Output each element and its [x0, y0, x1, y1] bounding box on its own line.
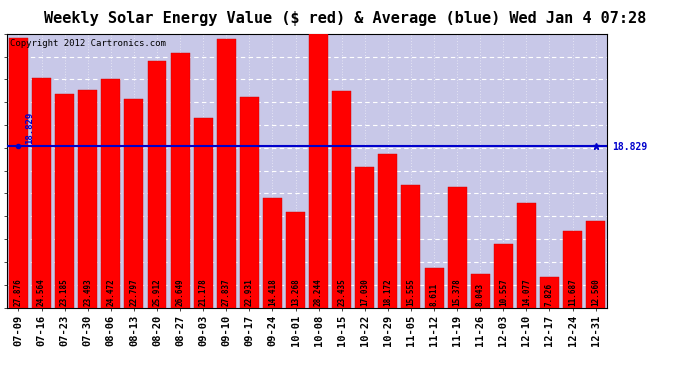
Text: 23.493: 23.493 [83, 278, 92, 306]
Text: 15.378: 15.378 [453, 278, 462, 306]
Text: 27.837: 27.837 [221, 278, 230, 306]
Bar [494, 244, 513, 308]
Text: 21.178: 21.178 [199, 278, 208, 306]
Text: 22.931: 22.931 [245, 278, 254, 306]
Bar [78, 90, 97, 308]
Bar [9, 38, 28, 308]
Text: Copyright 2012 Cartronics.com: Copyright 2012 Cartronics.com [10, 39, 166, 48]
Text: 26.649: 26.649 [175, 278, 184, 306]
Bar [124, 99, 144, 308]
Text: 10.557: 10.557 [499, 278, 508, 306]
Text: 28.244: 28.244 [314, 278, 323, 306]
Bar [194, 118, 213, 308]
Bar [55, 94, 74, 308]
Bar [240, 97, 259, 308]
Text: 13.268: 13.268 [291, 278, 300, 306]
Text: 15.555: 15.555 [406, 278, 415, 306]
Text: 27.876: 27.876 [14, 278, 23, 306]
Text: 24.472: 24.472 [106, 278, 115, 306]
Bar [563, 231, 582, 308]
Text: 14.077: 14.077 [522, 278, 531, 306]
Bar [286, 212, 305, 308]
Bar [170, 53, 190, 307]
Bar [517, 202, 536, 308]
Text: 11.687: 11.687 [568, 278, 577, 306]
Bar [471, 274, 490, 308]
Bar [148, 62, 166, 308]
Bar [332, 91, 351, 308]
Text: 17.030: 17.030 [360, 278, 369, 306]
Bar [101, 79, 120, 308]
Text: Weekly Solar Energy Value ($ red) & Average (blue) Wed Jan 4 07:28: Weekly Solar Energy Value ($ red) & Aver… [44, 11, 646, 26]
Bar [448, 187, 466, 308]
Text: 23.185: 23.185 [60, 278, 69, 306]
Text: 14.418: 14.418 [268, 278, 277, 306]
Text: 18.829: 18.829 [26, 112, 34, 144]
Bar [355, 167, 374, 308]
Bar [263, 198, 282, 308]
Bar [32, 78, 51, 308]
Bar [402, 185, 420, 308]
Text: 8.611: 8.611 [430, 283, 439, 306]
Bar [540, 277, 559, 308]
Bar [378, 154, 397, 308]
Bar [424, 268, 444, 308]
Text: 12.560: 12.560 [591, 278, 600, 306]
Text: 24.564: 24.564 [37, 278, 46, 306]
Text: 25.912: 25.912 [152, 278, 161, 306]
Text: 23.435: 23.435 [337, 278, 346, 306]
Text: 22.797: 22.797 [130, 278, 139, 306]
Bar [586, 220, 605, 308]
Text: 8.043: 8.043 [475, 283, 484, 306]
Text: 18.172: 18.172 [384, 278, 393, 306]
Text: 7.826: 7.826 [545, 283, 554, 306]
Bar [309, 34, 328, 308]
Bar [217, 39, 236, 308]
